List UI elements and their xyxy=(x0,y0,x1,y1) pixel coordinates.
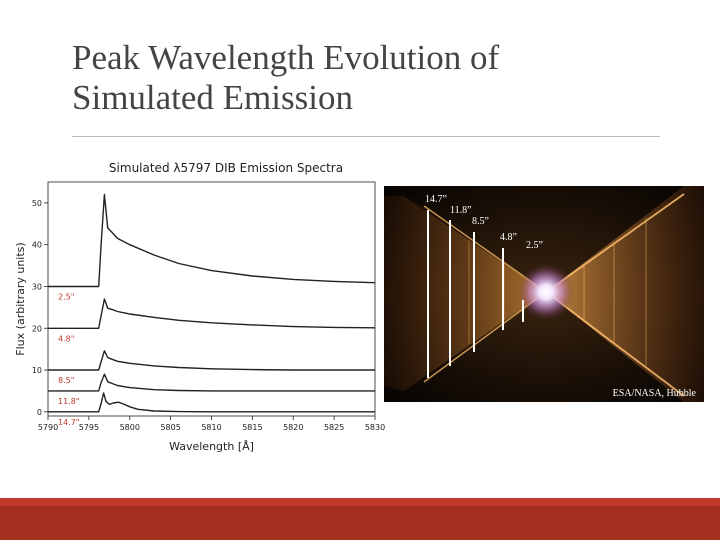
y-tick-label: 20 xyxy=(32,324,42,333)
spectrum-line xyxy=(48,392,375,413)
distance-label-2-5: 2.5” xyxy=(526,240,543,251)
series-label: 11.8" xyxy=(58,397,80,406)
image-credit: ESA/NASA, Hubble xyxy=(612,388,696,399)
x-tick-label: 5825 xyxy=(324,423,344,432)
series-label: 14.7" xyxy=(58,418,80,427)
emission-spectra-chart: Simulated λ5797 DIB Emission Spectra 579… xyxy=(14,152,389,457)
spectrum-line xyxy=(48,373,375,392)
nebula-left-lobe xyxy=(384,196,546,391)
series-label: 4.8" xyxy=(58,334,74,343)
slide-title: Peak Wavelength Evolution of Simulated E… xyxy=(72,38,632,118)
x-tick-label: 5810 xyxy=(201,423,221,432)
nebula-rung-right xyxy=(545,291,685,397)
distance-label-14-7: 14.7” xyxy=(425,194,447,205)
x-tick-label: 5790 xyxy=(38,423,58,432)
y-tick-label: 0 xyxy=(37,408,42,417)
series-label: 2.5" xyxy=(58,292,74,301)
x-tick-label: 5815 xyxy=(242,423,262,432)
footer-accent-bar xyxy=(0,498,720,506)
y-tick-label: 40 xyxy=(32,241,42,250)
chart-title: Simulated λ5797 DIB Emission Spectra xyxy=(109,161,343,175)
chart-x-axis-label: Wavelength [Å] xyxy=(169,440,254,453)
series-label: 8.5" xyxy=(58,376,74,385)
footer-bar xyxy=(0,506,720,540)
distance-label-4-8: 4.8” xyxy=(500,232,517,243)
distance-label-8-5: 8.5” xyxy=(472,216,489,227)
distance-label-11-8: 11.8” xyxy=(450,205,472,216)
chart-background xyxy=(14,152,389,457)
slide-title-line-2: Simulated Emission xyxy=(72,78,353,117)
slide-title-line-1: Peak Wavelength Evolution of xyxy=(72,38,500,77)
x-tick-label: 5795 xyxy=(79,423,99,432)
chart-y-axis-label: Flux (arbitrary units) xyxy=(14,242,27,355)
y-tick-label: 30 xyxy=(32,282,42,291)
nebula-image xyxy=(384,186,704,402)
x-tick-label: 5820 xyxy=(283,423,303,432)
x-tick-label: 5800 xyxy=(120,423,140,432)
title-divider xyxy=(72,136,660,137)
nebula-photo: 14.7” 11.8” 8.5” 4.8” 2.5” ESA/NASA, Hub… xyxy=(384,186,704,402)
y-tick-label: 50 xyxy=(32,199,42,208)
spectrum-line xyxy=(48,298,376,330)
chart-plot-area: 5790 5795 5800 5805 5810 5815 5820 5825 5830 0 10 2… xyxy=(32,181,385,432)
spectrum-line xyxy=(48,193,376,288)
nebula-central-star xyxy=(518,264,574,320)
x-tick-label: 5805 xyxy=(160,423,180,432)
y-tick-label: 10 xyxy=(32,366,42,375)
nebula-rung-right xyxy=(545,193,685,293)
spectrum-line xyxy=(48,350,375,371)
x-tick-label: 5830 xyxy=(365,423,385,432)
nebula-right-lobe xyxy=(546,186,704,402)
